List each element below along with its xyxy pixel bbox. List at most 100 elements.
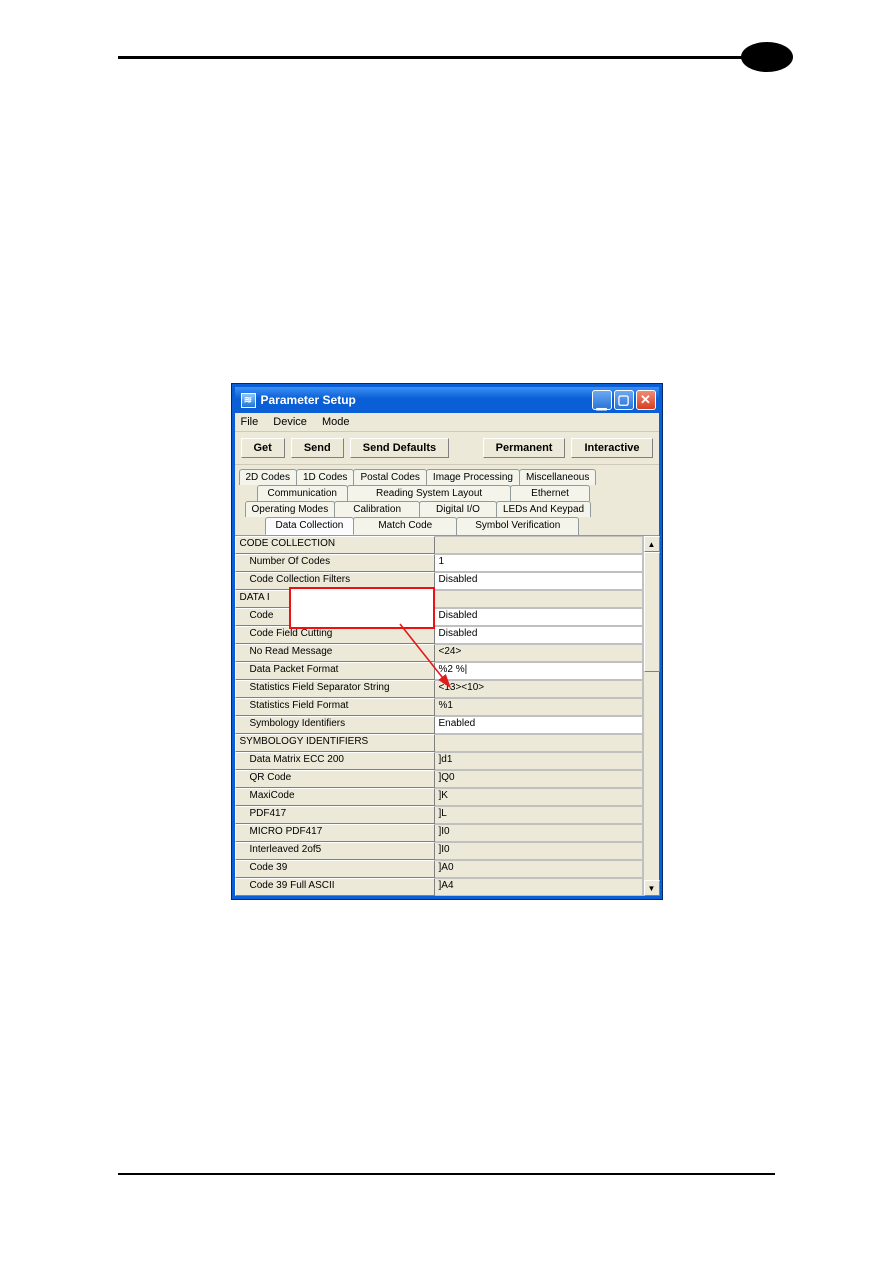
grid-param-value[interactable]: ]K: [435, 788, 643, 806]
grid-param-label: QR Code: [235, 770, 435, 788]
grid-param-value[interactable]: ]L: [435, 806, 643, 824]
grid-param-value[interactable]: 1: [435, 554, 643, 572]
property-grid: CODE COLLECTIONNumber Of Codes1Code Coll…: [235, 536, 643, 896]
grid-param-label: Data Packet Format: [235, 662, 435, 680]
grid-param-value: [435, 536, 643, 554]
grid-param-value[interactable]: Disabled: [435, 608, 643, 626]
grid-param-label: Number Of Codes: [235, 554, 435, 572]
minimize-button[interactable]: ▁: [592, 390, 612, 410]
grid-param-value[interactable]: Disabled: [435, 626, 643, 644]
tabs-area: 2D Codes 1D Codes Postal Codes Image Pro…: [235, 465, 659, 535]
maximize-button[interactable]: ▢: [614, 390, 634, 410]
menu-device[interactable]: Device: [273, 416, 307, 428]
grid-param-label: MaxiCode: [235, 788, 435, 806]
tab-communication[interactable]: Communication: [257, 485, 348, 501]
toolbar: Get Send Send Defaults Permanent Interac…: [235, 432, 659, 465]
grid-param-label: No Read Message: [235, 644, 435, 662]
grid-row: Symbology IdentifiersEnabled: [235, 716, 643, 734]
grid-param-label: Symbology Identifiers: [235, 716, 435, 734]
menubar: File Device Mode: [235, 413, 659, 432]
tab-row-3: Operating Modes Calibration Digital I/O …: [239, 501, 655, 517]
tab-digital-io[interactable]: Digital I/O: [419, 501, 497, 517]
grid-param-value[interactable]: ]Q0: [435, 770, 643, 788]
tab-image-processing[interactable]: Image Processing: [426, 469, 520, 485]
tab-operating-modes[interactable]: Operating Modes: [245, 501, 336, 517]
grid-row: No Read Message<24>: [235, 644, 643, 662]
grid-param-value: [435, 590, 643, 608]
grid-section-label: CODE COLLECTION: [235, 536, 435, 554]
grid-param-value[interactable]: <24>: [435, 644, 643, 662]
grid-param-label: Interleaved 2of5: [235, 842, 435, 860]
grid-param-label: Code: [235, 608, 435, 626]
tab-leds-keypad[interactable]: LEDs And Keypad: [496, 501, 591, 517]
grid-row: Data Packet Format%2 %|: [235, 662, 643, 680]
tab-ethernet[interactable]: Ethernet: [510, 485, 590, 501]
tab-miscellaneous[interactable]: Miscellaneous: [519, 469, 596, 485]
menu-file[interactable]: File: [241, 416, 259, 428]
grid-param-label: Code 39: [235, 860, 435, 878]
grid-row: Data Matrix ECC 200]d1: [235, 752, 643, 770]
grid-param-value[interactable]: <13><10>: [435, 680, 643, 698]
get-button[interactable]: Get: [241, 438, 285, 458]
scroll-thumb[interactable]: [644, 552, 660, 672]
tab-row-4: Data Collection Match Code Symbol Verifi…: [239, 517, 655, 535]
tab-2d-codes[interactable]: 2D Codes: [239, 469, 297, 485]
tab-row-2: Communication Reading System Layout Ethe…: [239, 485, 655, 501]
grid-param-label: PDF417: [235, 806, 435, 824]
scroll-up-button[interactable]: ▲: [644, 536, 660, 552]
send-button[interactable]: Send: [291, 438, 344, 458]
grid-param-value[interactable]: ]d1: [435, 752, 643, 770]
grid-row: Statistics Field Separator String<13><10…: [235, 680, 643, 698]
parameter-setup-window: ≋ Parameter Setup ▁ ▢ ✕ File Device Mode…: [232, 384, 662, 899]
tab-symbol-verification[interactable]: Symbol Verification: [456, 517, 579, 535]
grid-row: Statistics Field Format%1: [235, 698, 643, 716]
send-defaults-button[interactable]: Send Defaults: [350, 438, 449, 458]
interactive-button[interactable]: Interactive: [571, 438, 652, 458]
grid-param-value: [435, 734, 643, 752]
app-icon: ≋: [241, 393, 256, 408]
tab-match-code[interactable]: Match Code: [353, 517, 457, 535]
grid-row: QR Code]Q0: [235, 770, 643, 788]
grid-row: MICRO PDF417]I0: [235, 824, 643, 842]
grid-param-value[interactable]: ]A0: [435, 860, 643, 878]
grid-param-label: Data Matrix ECC 200: [235, 752, 435, 770]
grid-param-label: MICRO PDF417: [235, 824, 435, 842]
grid-row: PDF417]L: [235, 806, 643, 824]
grid-param-label: Code Field Cutting: [235, 626, 435, 644]
grid-param-value[interactable]: ]I0: [435, 824, 643, 842]
vertical-scrollbar[interactable]: ▲ ▼: [643, 536, 659, 896]
grid-param-value[interactable]: Enabled: [435, 716, 643, 734]
grid-param-label: Statistics Field Format: [235, 698, 435, 716]
tab-data-collection[interactable]: Data Collection: [265, 517, 355, 535]
grid-section-label: SYMBOLOGY IDENTIFIERS: [235, 734, 435, 752]
grid-row: CodeDisabled: [235, 608, 643, 626]
tab-row-1: 2D Codes 1D Codes Postal Codes Image Pro…: [239, 469, 655, 485]
permanent-button[interactable]: Permanent: [483, 438, 566, 458]
grid-param-value[interactable]: ]I0: [435, 842, 643, 860]
grid-param-value[interactable]: ]A4: [435, 878, 643, 896]
grid-param-label: Code Collection Filters: [235, 572, 435, 590]
page-bottom-rule: [118, 1173, 775, 1175]
menu-mode[interactable]: Mode: [322, 416, 350, 428]
grid-row: Code 39 Full ASCII]A4: [235, 878, 643, 896]
grid-section-row: CODE COLLECTION: [235, 536, 643, 554]
titlebar: ≋ Parameter Setup ▁ ▢ ✕: [235, 387, 659, 413]
grid-row: Code Collection FiltersDisabled: [235, 572, 643, 590]
tab-1d-codes[interactable]: 1D Codes: [296, 469, 354, 485]
tab-reading-system-layout[interactable]: Reading System Layout: [347, 485, 511, 501]
page-marker-oval: [741, 42, 793, 72]
scroll-down-button[interactable]: ▼: [644, 880, 660, 896]
window-title: Parameter Setup: [261, 393, 590, 407]
tab-postal-codes[interactable]: Postal Codes: [353, 469, 426, 485]
grid-param-value[interactable]: %2 %|: [435, 662, 643, 680]
property-grid-wrap: CODE COLLECTIONNumber Of Codes1Code Coll…: [235, 535, 659, 896]
close-button[interactable]: ✕: [636, 390, 656, 410]
tab-calibration[interactable]: Calibration: [334, 501, 420, 517]
grid-section-row: SYMBOLOGY IDENTIFIERS: [235, 734, 643, 752]
grid-row: Code 39]A0: [235, 860, 643, 878]
page-top-rule: [118, 56, 775, 59]
grid-param-value[interactable]: Disabled: [435, 572, 643, 590]
grid-param-value[interactable]: %1: [435, 698, 643, 716]
grid-row: Interleaved 2of5]I0: [235, 842, 643, 860]
grid-row: Number Of Codes1: [235, 554, 643, 572]
